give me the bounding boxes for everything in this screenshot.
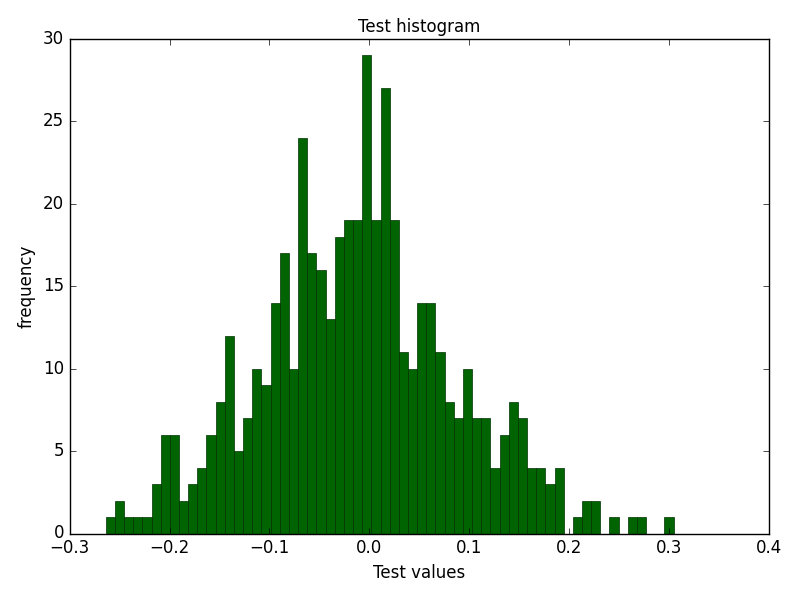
X-axis label: Test values: Test values: [373, 564, 466, 582]
Bar: [326, 319, 334, 533]
Bar: [262, 385, 270, 533]
Bar: [142, 517, 151, 533]
Bar: [463, 368, 472, 533]
Bar: [490, 467, 499, 533]
Bar: [665, 517, 674, 533]
Bar: [234, 451, 243, 533]
Bar: [472, 418, 482, 533]
Bar: [582, 500, 591, 533]
Bar: [554, 467, 564, 533]
Bar: [454, 418, 463, 533]
Bar: [536, 467, 546, 533]
Bar: [610, 517, 618, 533]
Bar: [408, 368, 417, 533]
Bar: [33, 500, 42, 533]
Bar: [344, 220, 353, 533]
Bar: [270, 303, 280, 533]
Bar: [399, 352, 408, 533]
Bar: [188, 484, 198, 533]
Bar: [527, 467, 536, 533]
Bar: [216, 401, 225, 533]
Bar: [362, 55, 371, 533]
Bar: [179, 500, 188, 533]
Bar: [134, 517, 142, 533]
Bar: [509, 401, 518, 533]
Bar: [637, 517, 646, 533]
Bar: [546, 484, 554, 533]
Bar: [298, 138, 307, 533]
Bar: [243, 418, 252, 533]
Bar: [482, 418, 490, 533]
Bar: [390, 220, 399, 533]
Bar: [198, 467, 206, 533]
Bar: [225, 335, 234, 533]
Y-axis label: frequency: frequency: [18, 245, 36, 328]
Bar: [628, 517, 637, 533]
Bar: [426, 303, 435, 533]
Bar: [307, 253, 317, 533]
Bar: [289, 368, 298, 533]
Bar: [381, 88, 390, 533]
Bar: [591, 500, 600, 533]
Bar: [573, 517, 582, 533]
Bar: [417, 303, 426, 533]
Bar: [435, 352, 445, 533]
Bar: [206, 434, 216, 533]
Bar: [42, 517, 50, 533]
Bar: [445, 401, 454, 533]
Bar: [161, 434, 170, 533]
Bar: [499, 434, 509, 533]
Bar: [280, 253, 289, 533]
Bar: [50, 517, 60, 533]
Bar: [317, 270, 326, 533]
Bar: [353, 220, 362, 533]
Bar: [115, 500, 124, 533]
Bar: [124, 517, 134, 533]
Bar: [252, 368, 262, 533]
Bar: [106, 517, 115, 533]
Bar: [518, 418, 527, 533]
Title: Test histogram: Test histogram: [358, 18, 481, 36]
Bar: [170, 434, 179, 533]
Bar: [151, 484, 161, 533]
Bar: [371, 220, 381, 533]
Bar: [334, 237, 344, 533]
